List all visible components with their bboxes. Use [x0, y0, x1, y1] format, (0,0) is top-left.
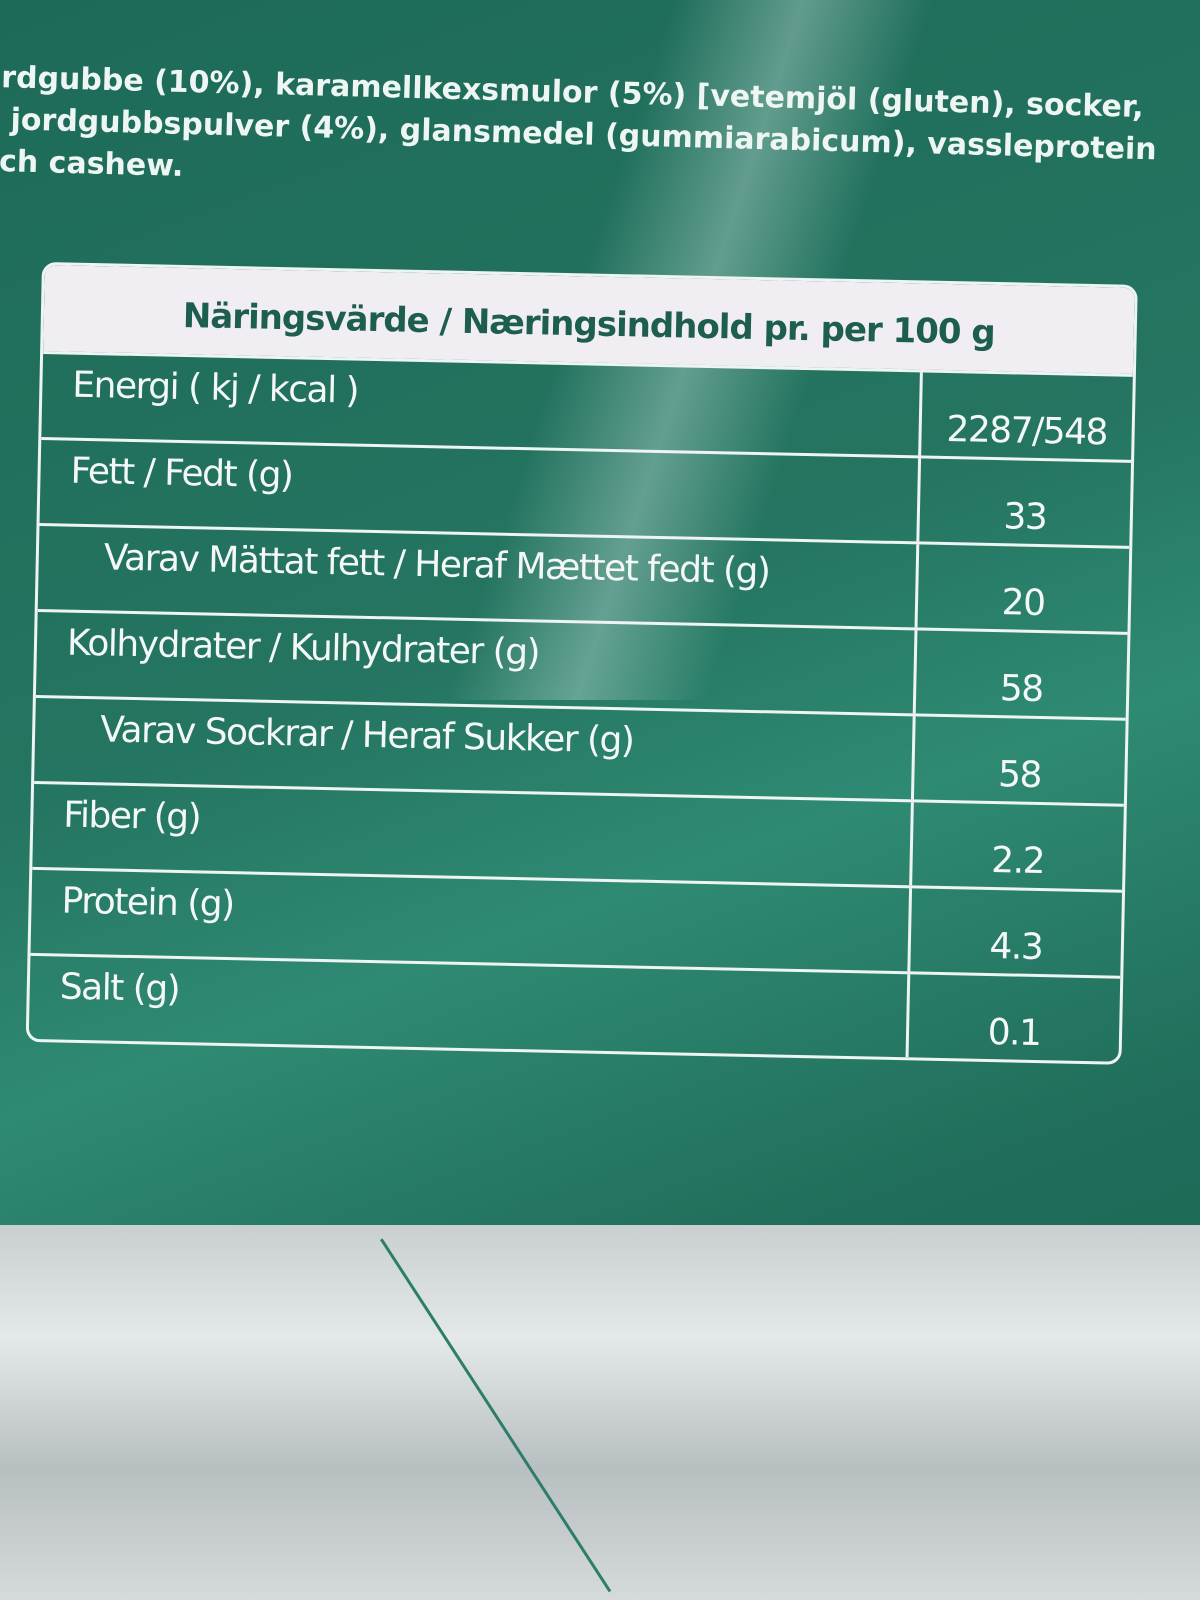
- nutrient-value: 58: [997, 754, 1042, 797]
- nutrient-value: 20: [1001, 582, 1045, 625]
- nutrition-table: Näringsvärde / Næringsindhold pr. per 10…: [25, 262, 1138, 1065]
- silver-packaging: [0, 1225, 1200, 1600]
- ingredients-text: rdgubbe (10%), karamellkexsmulor (5%) [v…: [0, 60, 1158, 184]
- nutrient-value: 0.1: [987, 1011, 1041, 1055]
- nutrient-value: 2287/548: [946, 408, 1108, 454]
- nutrient-value: 33: [1003, 496, 1047, 539]
- nutrient-name: Salt (g): [28, 955, 911, 1058]
- nutrient-value: 4.3: [989, 925, 1043, 969]
- nutrient-value: 2.2: [990, 840, 1045, 883]
- nutrient-value: 58: [999, 668, 1044, 711]
